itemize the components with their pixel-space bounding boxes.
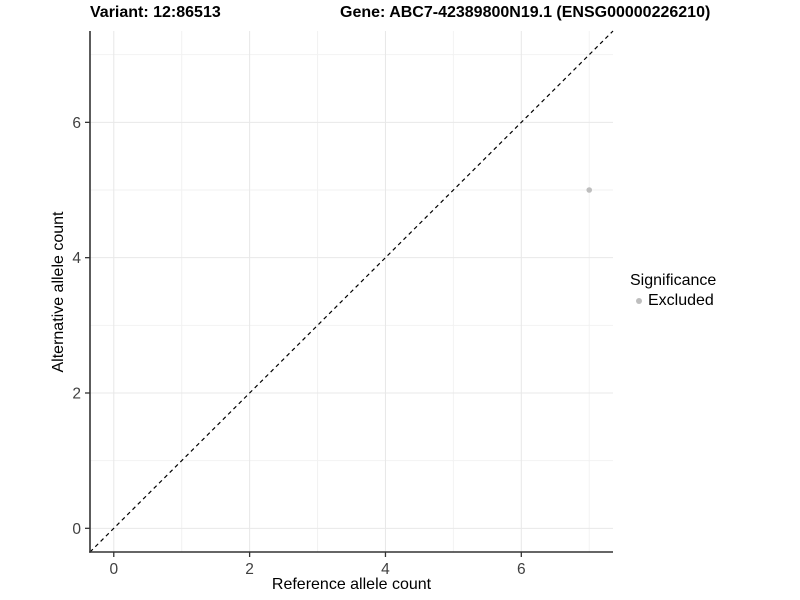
legend-item-excluded: Excluded [630,291,716,310]
legend-key [630,292,647,309]
y-tick-label: 6 [72,115,81,132]
x-tick-label: 2 [245,561,254,578]
plot-title-gene: Gene: ABC7-42389800N19.1 (ENSG0000022621… [340,4,711,21]
x-tick-label: 6 [517,561,526,578]
legend: Significance Excluded [630,271,716,310]
x-axis-label: Reference allele count [271,576,432,593]
y-tick-label: 2 [72,385,81,402]
x-tick-label: 0 [109,561,118,578]
y-tick-label: 0 [72,521,81,538]
excluded-point-icon [635,297,642,304]
identity-line [89,30,614,553]
data-point [586,187,593,193]
y-axis-label: Alternative allele count [50,211,67,373]
x-tick-label: 4 [381,561,390,578]
plot-title-variant: Variant: 12:86513 [90,4,221,21]
legend-title: Significance [630,272,717,289]
y-tick-label: 4 [72,250,81,267]
legend-item-label: Excluded [648,292,714,309]
